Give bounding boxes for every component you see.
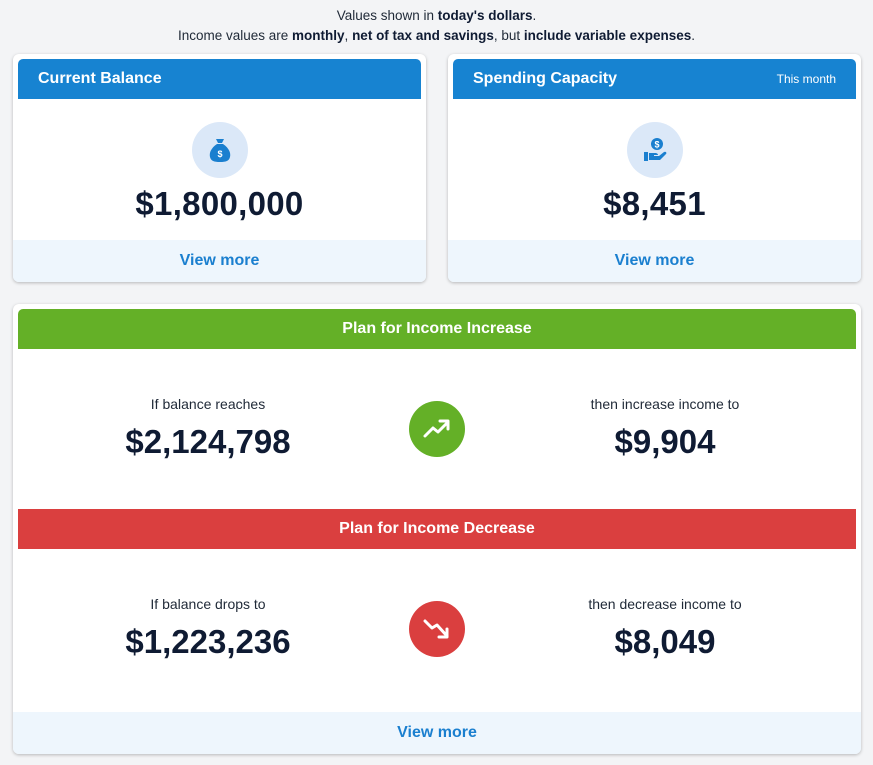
money-bag-icon: $ [192,122,248,178]
income-plans-card: Plan for Income Increase If balance reac… [13,304,861,754]
spending-capacity-period: This month [776,72,836,86]
notice-line-1: Values shown in today's dollars. [336,8,537,23]
trend-down-icon [409,601,465,657]
increase-condition-label: If balance reaches [150,396,266,412]
notice: Values shown in today's dollars. Income … [0,6,873,46]
current-balance-card: Current Balance $ $1,800,000 View more [13,54,426,282]
trend-up-icon [409,401,465,457]
spending-capacity-view-more-button[interactable]: View more [448,240,861,282]
notice-line-2: Income values are monthly, net of tax an… [177,28,695,43]
decrease-action-value: $8,049 [614,623,716,660]
spending-capacity-title: Spending Capacity [473,70,618,87]
decrease-condition-value: $1,223,236 [125,623,291,660]
svg-text:$: $ [654,140,659,150]
decrease-condition-label: If balance drops to [150,596,266,612]
plan-decrease-header: Plan for Income Decrease [18,509,856,549]
current-balance-title: Current Balance [38,70,162,87]
spending-capacity-card: Spending Capacity This month $ $8,451 Vi… [448,54,861,282]
spending-capacity-header: Spending Capacity This month [453,59,856,99]
plan-increase-header: Plan for Income Increase [18,309,856,349]
spending-capacity-value: $8,451 [603,185,706,222]
svg-text:$: $ [217,149,222,159]
increase-action-value: $9,904 [614,423,716,460]
hand-dollar-icon: $ [627,122,683,178]
increase-condition-value: $2,124,798 [125,423,291,460]
decrease-action-label: then decrease income to [588,596,742,612]
current-balance-header: Current Balance [18,59,421,99]
increase-action-label: then increase income to [590,396,740,412]
current-balance-value: $1,800,000 [135,185,304,222]
current-balance-view-more-button[interactable]: View more [13,240,426,282]
plans-view-more-button[interactable]: View more [13,712,861,754]
